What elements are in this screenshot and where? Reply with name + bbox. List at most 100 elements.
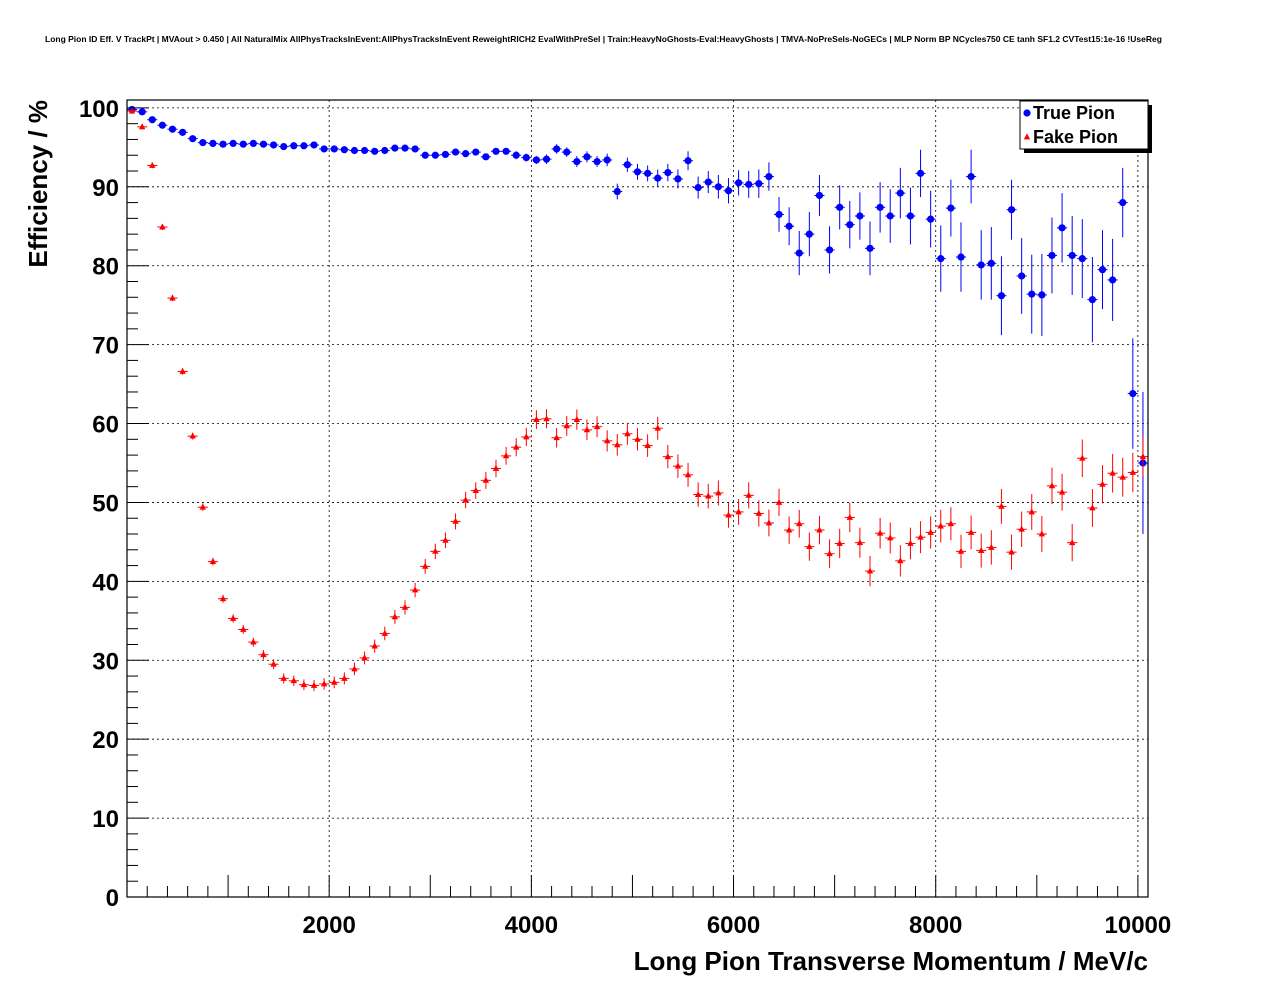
data-point	[148, 116, 156, 124]
data-point	[846, 221, 854, 229]
data-point	[987, 259, 995, 267]
data-point	[401, 603, 409, 610]
data-point	[290, 677, 297, 684]
data-point	[168, 125, 177, 133]
legend-entry-label: True Pion	[1033, 103, 1115, 123]
data-point	[775, 210, 783, 219]
data-point	[209, 139, 217, 148]
data-point	[270, 660, 277, 667]
data-point	[340, 146, 348, 154]
data-point	[654, 424, 661, 431]
data-point	[866, 567, 874, 574]
legend-marker-true-pion	[1023, 109, 1031, 117]
data-point	[280, 674, 287, 681]
data-point	[1098, 266, 1107, 274]
data-point	[441, 150, 450, 159]
data-point	[825, 246, 834, 254]
data-point	[623, 161, 631, 169]
data-point	[997, 292, 1006, 300]
data-point	[856, 212, 864, 220]
data-point	[371, 147, 379, 155]
data-point	[209, 558, 217, 565]
data-point	[593, 423, 601, 430]
data-point	[371, 642, 378, 649]
data-point	[674, 462, 682, 469]
data-point	[957, 253, 965, 261]
data-point	[553, 434, 560, 441]
data-point	[219, 595, 227, 602]
data-point	[138, 108, 146, 116]
data-point	[583, 426, 591, 433]
data-point	[1119, 198, 1127, 207]
data-point	[138, 123, 146, 130]
legend-marker-fake-pion	[1023, 133, 1031, 140]
data-point	[724, 187, 733, 195]
data-point	[391, 613, 399, 620]
data-point	[775, 498, 783, 505]
data-point	[897, 557, 904, 564]
data-point	[573, 157, 581, 166]
data-point	[1139, 453, 1147, 460]
data-point	[947, 520, 955, 527]
data-point	[462, 150, 470, 158]
data-point	[907, 539, 914, 546]
data-point	[341, 674, 348, 681]
data-point	[1058, 224, 1066, 232]
x-tick-label: 10000	[1105, 912, 1172, 939]
grid	[127, 100, 1148, 897]
data-point	[411, 586, 419, 593]
y-tick-label: 30	[92, 648, 119, 675]
x-tick-label: 4000	[505, 912, 558, 939]
data-point	[381, 629, 388, 636]
data-point	[401, 144, 409, 152]
data-point	[654, 174, 662, 182]
data-point	[451, 148, 460, 156]
data-point	[219, 140, 227, 148]
data-point	[988, 543, 995, 550]
data-point	[684, 157, 692, 165]
data-point	[937, 522, 944, 529]
data-point	[350, 146, 359, 155]
data-point	[917, 533, 924, 540]
data-point	[199, 503, 207, 510]
data-point	[1129, 389, 1137, 398]
data-point	[836, 203, 844, 211]
data-point	[927, 215, 935, 223]
data-point	[320, 680, 328, 687]
data-point	[351, 665, 358, 672]
data-point	[957, 547, 965, 554]
data-point	[178, 128, 187, 136]
data-point	[978, 546, 985, 553]
data-point	[634, 435, 641, 442]
data-point	[765, 519, 773, 526]
data-point	[603, 156, 611, 164]
y-tick-label: 60	[92, 412, 119, 439]
data-point	[280, 142, 288, 151]
data-point	[704, 178, 712, 186]
series-true-pion	[127, 105, 1148, 535]
data-point	[785, 222, 793, 230]
data-point	[482, 476, 490, 483]
y-axis-label: Efficiency / %	[23, 100, 53, 268]
data-point	[189, 135, 197, 143]
data-point	[432, 547, 439, 554]
data-point	[836, 539, 843, 546]
data-point	[331, 678, 338, 685]
data-point	[664, 168, 672, 177]
data-point	[735, 508, 742, 515]
data-point	[1018, 272, 1026, 280]
data-point	[1119, 473, 1126, 480]
data-point	[714, 183, 722, 191]
data-point	[422, 562, 429, 569]
data-point	[664, 453, 672, 460]
data-point	[1028, 508, 1035, 515]
data-point	[624, 430, 631, 437]
data-point	[159, 223, 166, 230]
data-point	[563, 422, 570, 429]
data-point	[684, 471, 692, 478]
data-point	[229, 139, 237, 148]
data-point	[876, 203, 884, 211]
data-point	[603, 437, 611, 444]
data-point	[1129, 468, 1137, 475]
data-point	[1008, 548, 1015, 555]
